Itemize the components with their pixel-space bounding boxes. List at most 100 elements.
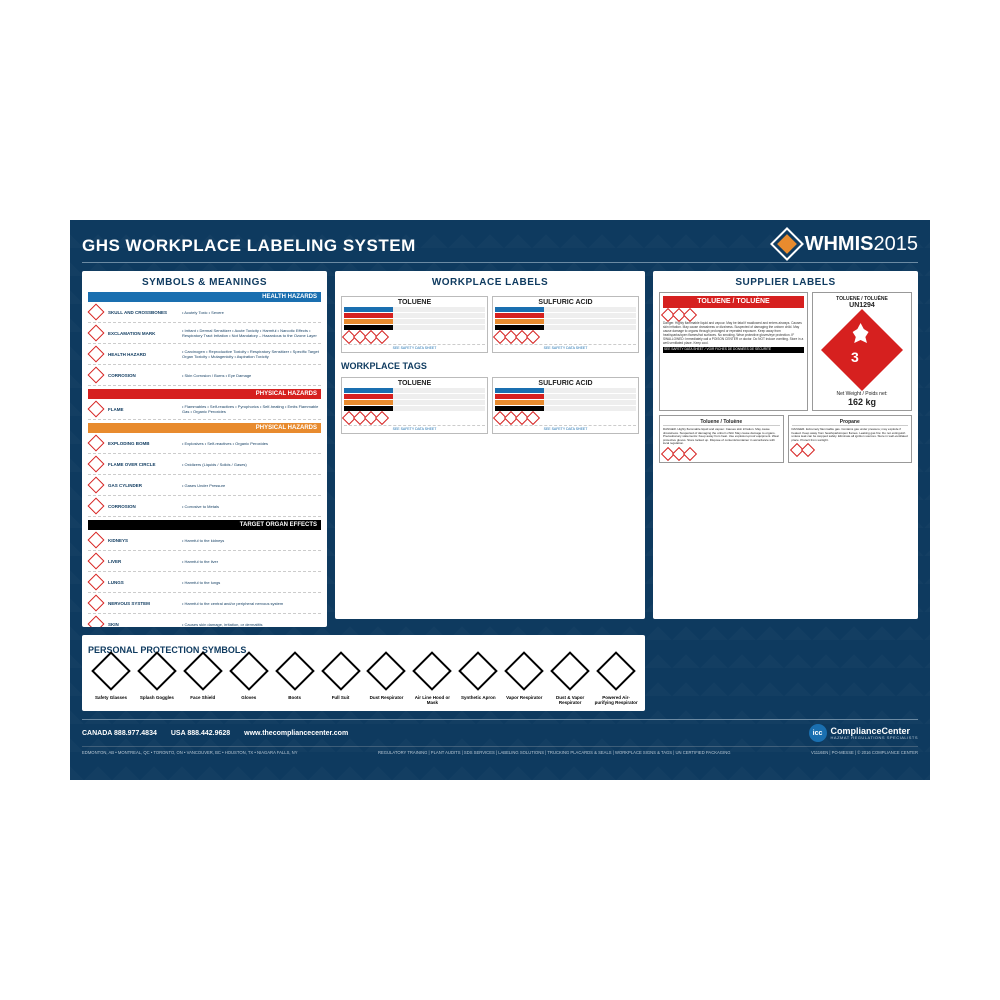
- symbol-row: FLAME • Flammables • Self-reactives • Py…: [88, 399, 321, 420]
- symbol-row: GAS CYLINDER • Gases Under Pressure: [88, 475, 321, 496]
- ppe-item: Face Shield: [180, 657, 226, 700]
- sub-label-body: DANGER. Extremely flammable gas. Contain…: [792, 428, 909, 442]
- company-tagline: HAZMAT REGULATIONS SPECIALISTS: [831, 736, 918, 740]
- symbol-desc: • Harmful to the central and/or peripher…: [182, 601, 321, 606]
- contact-bar: CANADA 888.977.4834 USA 888.442.9628 www…: [82, 719, 918, 742]
- company-logo: icc ComplianceCenter HAZMAT REGULATIONS …: [809, 724, 918, 742]
- symbol-row: EXPLODING BOMB • Explosives • Self-react…: [88, 433, 321, 454]
- symbol-name: LIVER: [108, 559, 178, 564]
- symbol-name: KIDNEYS: [108, 538, 178, 543]
- usa-phone: USA 888.442.9628: [171, 730, 230, 737]
- ghs-diamond-icon: [88, 477, 105, 494]
- sub-label-title: Propane: [792, 419, 909, 426]
- ppe-item: Full Suit: [318, 657, 364, 700]
- supplier-label-main: TOLUENE / TOLUÈNE Danger. Highly flammab…: [659, 292, 808, 411]
- main-grid: WORKPLACE LABELS TOLUENE SEE SAFETY DATA…: [82, 271, 918, 711]
- icc-badge-icon: icc: [809, 724, 827, 742]
- supplier-placard: TOLUENE / TOLUÈNE UN1294 3 Net Weight / …: [812, 292, 912, 411]
- un-number: TOLUENE / TOLUÈNE UN1294: [836, 296, 888, 309]
- symbol-desc: • Harmful to the kidneys: [182, 538, 321, 543]
- workplace-labels-row: TOLUENE SEE SAFETY DATA SHEET SULFURIC A…: [341, 296, 639, 353]
- symbol-name: NERVOUS SYSTEM: [108, 601, 178, 606]
- symbols-title: SYMBOLS & MEANINGS: [88, 277, 321, 288]
- workplace-panel: WORKPLACE LABELS TOLUENE SEE SAFETY DATA…: [335, 271, 645, 619]
- mini-label-footer: SEE SAFETY DATA SHEET: [495, 344, 636, 350]
- symbol-desc: • Oxidizers (Liquids / Solids / Gases): [182, 462, 321, 467]
- symbol-row: FLAME OVER CIRCLE • Oxidizers (Liquids /…: [88, 454, 321, 475]
- ppe-item: Gloves: [226, 657, 272, 700]
- symbol-name: FLAME: [108, 407, 178, 412]
- ppe-diamond-icon: [550, 651, 590, 691]
- symbol-row: SKIN • Causes skin damage, irritation, o…: [88, 614, 321, 627]
- company-text: ComplianceCenter HAZMAT REGULATIONS SPEC…: [831, 727, 918, 740]
- ppe-diamond-icon: [459, 651, 499, 691]
- symbol-desc: • Harmful to the lungs: [182, 580, 321, 585]
- ppe-diamond-icon: [596, 651, 636, 691]
- symbol-row: LUNGS • Harmful to the lungs: [88, 572, 321, 593]
- supplier-sub-labels: Toluene / Toluène DANGER. Highly flammab…: [659, 415, 912, 463]
- sub-label-title: Toluene / Toluène: [663, 419, 780, 426]
- supplier-body-text: Danger. Highly flammable liquid and vapo…: [663, 322, 804, 345]
- symbol-band: HEALTH HAZARDS: [88, 292, 321, 302]
- supplier-pictograms: [663, 310, 804, 320]
- symbol-row: CORROSION • Skin Corrosion / Burns • Eye…: [88, 365, 321, 386]
- ghs-diamond-icon: [88, 325, 105, 342]
- supplier-main: TOLUENE / TOLUÈNE Danger. Highly flammab…: [659, 292, 912, 411]
- ghs-diamond-icon: [88, 616, 105, 627]
- ppe-label: Vapor Respirator: [506, 695, 542, 700]
- mini-label: SULFURIC ACID SEE SAFETY DATA SHEET: [492, 377, 639, 434]
- ppe-item: Synthetic Apron: [455, 657, 501, 700]
- mini-label: TOLUENE SEE SAFETY DATA SHEET: [341, 296, 488, 353]
- ppe-diamond-icon: [367, 651, 407, 691]
- ppe-label: Full Suit: [332, 695, 350, 700]
- canada-phone: CANADA 888.977.4834: [82, 730, 157, 737]
- ppe-label: Safety Glasses: [95, 695, 127, 700]
- ppe-label: Gloves: [241, 695, 256, 700]
- sds-note: SEE SAFETY DATA SHEET / VOIR FICHES DE D…: [663, 347, 804, 353]
- symbol-desc: • Corrosive to Metals: [182, 504, 321, 509]
- ghs-diamond-icon: [88, 498, 105, 515]
- ppe-item: Safety Glasses: [88, 657, 134, 700]
- symbol-name: CORROSION: [108, 373, 178, 378]
- brand-year: 2015: [874, 233, 919, 255]
- footer-copyright: V1116EN | PO-MESSE | © 2016 COMPLIANCE C…: [811, 750, 918, 755]
- ppe-item: Powered Air-purifying Respirator: [593, 657, 639, 705]
- symbol-row: EXCLAMATION MARK • Irritant • Dermal Sen…: [88, 323, 321, 344]
- supplier-panel: SUPPLIER LABELS TOLUENE / TOLUÈNE Danger…: [653, 271, 918, 619]
- symbol-row: NERVOUS SYSTEM • Harmful to the central …: [88, 593, 321, 614]
- ppe-label: Splash Goggles: [140, 695, 174, 700]
- symbol-desc: • Harmful to the liver: [182, 559, 321, 564]
- ppe-label: Dust Respirator: [370, 695, 404, 700]
- mini-label-footer: SEE SAFETY DATA SHEET: [495, 425, 636, 431]
- symbol-row: LIVER • Harmful to the liver: [88, 551, 321, 572]
- ppe-diamond-icon: [504, 651, 544, 691]
- ppe-item: Air Line Hood or Mask: [409, 657, 455, 705]
- weight-value: 162 kg: [848, 397, 876, 407]
- symbol-desc: • Acutely Toxic • Severe: [182, 310, 321, 315]
- ghs-diamond-icon: [88, 435, 105, 452]
- symbols-panel: SYMBOLS & MEANINGS HEALTH HAZARDS SKULL …: [82, 271, 327, 627]
- whmis-poster: GHS WORKPLACE LABELING SYSTEM WHMIS2015 …: [70, 220, 930, 780]
- ghs-diamond-icon: [88, 304, 105, 321]
- sub-label-1: Toluene / Toluène DANGER. Highly flammab…: [659, 415, 784, 463]
- symbol-desc: • Gases Under Pressure: [182, 483, 321, 488]
- symbols-body: HEALTH HAZARDS SKULL AND CROSSBONES • Ac…: [88, 292, 321, 627]
- ghs-diamond-icon: [88, 574, 105, 591]
- whmis-logo-icon: [770, 227, 804, 261]
- symbol-row: CORROSION • Corrosive to Metals: [88, 496, 321, 517]
- mini-label-name: TOLUENE: [344, 299, 485, 306]
- footer-locations: EDMONTON, AB • MONTREAL, QC • TORONTO, O…: [82, 750, 298, 755]
- ghs-diamond-icon: [88, 367, 105, 384]
- symbol-name: CORROSION: [108, 504, 178, 509]
- ppe-label: Boots: [288, 695, 301, 700]
- ghs-diamond-icon: [88, 553, 105, 570]
- ppe-item: Dust Respirator: [364, 657, 410, 700]
- symbol-band: PHYSICAL HAZARDS: [88, 389, 321, 399]
- ghs-diamond-icon: [88, 595, 105, 612]
- symbol-desc: • Carcinogen • Reproductive Toxicity • R…: [182, 349, 321, 359]
- symbol-name: EXCLAMATION MARK: [108, 331, 178, 336]
- mini-label: TOLUENE SEE SAFETY DATA SHEET: [341, 377, 488, 434]
- ghs-diamond-icon: [88, 532, 105, 549]
- mini-label-footer: SEE SAFETY DATA SHEET: [344, 344, 485, 350]
- weight: Net Weight / Poids net: 162 kg: [836, 391, 887, 407]
